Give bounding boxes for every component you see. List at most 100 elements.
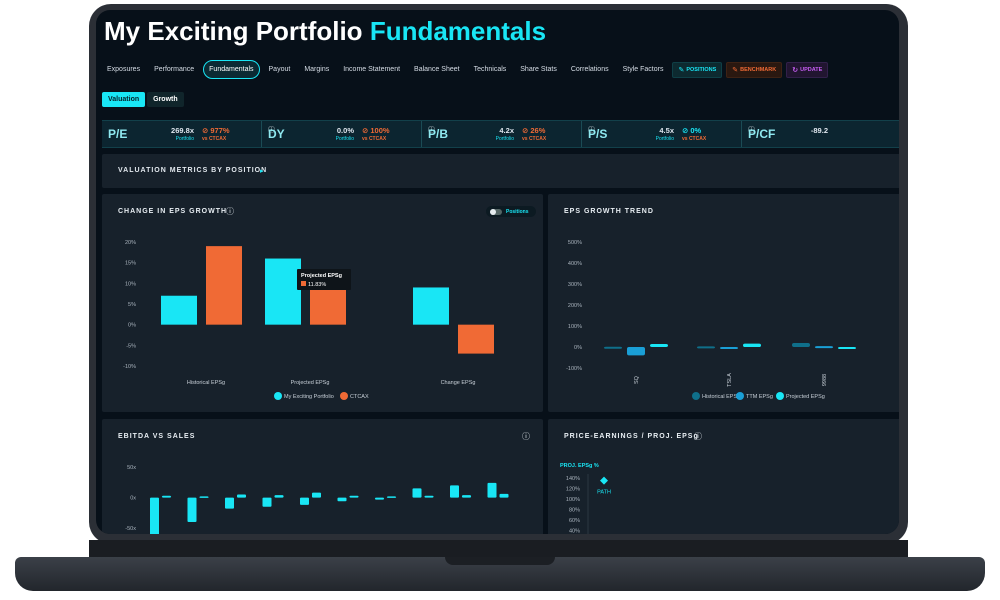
y-tick-label: 20% <box>125 240 136 246</box>
bar <box>412 488 422 498</box>
update-label: UPDATE <box>800 66 823 73</box>
metric-label: Portfolio <box>175 136 194 142</box>
x-tick-label: TSLA <box>727 373 733 387</box>
edit-icon: ✎ <box>732 66 739 74</box>
sub-tabs: Valuation Growth <box>102 92 184 107</box>
legend-label: TTM EPSg <box>746 394 773 400</box>
y-tick-label: 40% <box>569 529 580 535</box>
bar <box>387 496 396 498</box>
panel-pe: PRICE-EARNINGS / PROJ. EPSg ⓘ PROJ. EPSg… <box>548 419 899 534</box>
benchmark-button[interactable]: ✎ BENCHMARK <box>726 61 783 78</box>
x-tick-label: Historical EPSg <box>187 380 225 386</box>
tab-performance[interactable]: Performance <box>154 66 195 73</box>
toggle-label: Positions <box>506 208 529 215</box>
positions-button[interactable]: ✎ POSITIONS <box>672 61 723 78</box>
section-title: VALUATION METRICS BY POSITION <box>118 167 268 174</box>
info-icon[interactable]: ⓘ <box>694 432 702 441</box>
metric-change-value: 26% <box>530 126 546 135</box>
metrics-strip: P/E 269.8x Portfolio ⊘ 977% vs CTCAX ⓘ D… <box>102 120 899 148</box>
eps-change-chart: 20% 15% 10% 5% 0% -5% -10% Historical EPSg Proje… <box>123 240 494 400</box>
info-icon[interactable]: ⓘ <box>588 127 595 134</box>
subtab-growth[interactable]: Growth <box>147 92 184 107</box>
metric-value: 269.8x <box>171 126 194 135</box>
bar <box>838 347 856 349</box>
panel-title: PRICE-EARNINGS / PROJ. EPSg <box>564 433 699 440</box>
y-tick-label: 5% <box>128 302 136 308</box>
x-tick-label: 9988 <box>822 374 828 386</box>
valuation-metrics-section[interactable]: VALUATION METRICS BY POSITION ▸ <box>102 154 899 188</box>
info-icon[interactable]: ⓘ <box>748 127 755 134</box>
metric-change-value: 100% <box>370 126 390 135</box>
metric-vs: vs CTCAX <box>682 136 707 142</box>
info-icon[interactable]: ⓘ <box>522 432 530 441</box>
app-screen: My Exciting Portfolio Fundamentals Expos… <box>96 10 899 534</box>
tab-fundamentals[interactable]: Fundamentals <box>203 60 260 79</box>
tab-share-stats[interactable]: Share Stats <box>520 66 557 73</box>
main-tabs: Exposures Performance Fundamentals Payou… <box>102 60 832 79</box>
tooltip-title: Projected EPSg <box>301 273 342 279</box>
benchmark-label: BENCHMARK <box>740 66 777 73</box>
y-tick-label: 0x <box>130 496 136 502</box>
bar <box>697 346 715 349</box>
y-tick-label: 200% <box>568 303 582 309</box>
metric-dy: DY 0.0% Portfolio ⊘ 100% vs CTCAX ⓘ <box>262 121 435 147</box>
title-accent: Fundamentals <box>369 16 547 46</box>
panel-title: CHANGE IN EPS GROWTH <box>118 208 228 215</box>
metric-value: 4.5x <box>659 126 674 135</box>
legend-marker <box>776 392 784 400</box>
tab-technicals[interactable]: Technicals <box>473 66 507 73</box>
bar <box>265 258 301 325</box>
refresh-icon: ↻ <box>792 66 799 74</box>
metric-change: ⊘ 100% <box>362 126 390 135</box>
tab-margins[interactable]: Margins <box>304 66 330 73</box>
tab-style-factors[interactable]: Style Factors <box>622 66 664 73</box>
metric-name: P/E <box>108 127 128 141</box>
panel-title: EPS GROWTH TREND <box>564 208 654 215</box>
metric-vs: vs CTCAX <box>522 136 547 142</box>
laptop-notch <box>445 557 555 565</box>
info-icon[interactable]: ⓘ <box>428 127 435 134</box>
metric-name: P/B <box>428 127 449 141</box>
y-tick-label: -50x <box>125 526 136 532</box>
bar <box>792 343 810 347</box>
bar <box>225 497 234 509</box>
tab-correlations[interactable]: Correlations <box>570 66 609 73</box>
y-tick-label: 400% <box>568 261 582 267</box>
panel-title: EBITDA VS SALES <box>118 433 196 440</box>
bar <box>458 324 494 354</box>
positions-label: POSITIONS <box>686 66 717 73</box>
bar <box>300 497 309 505</box>
info-icon[interactable]: ⓘ <box>226 207 234 216</box>
tab-balance-sheet[interactable]: Balance Sheet <box>414 66 460 73</box>
legend-marker <box>274 392 282 400</box>
metric-change-value: 977% <box>210 126 230 135</box>
metric-label: Portfolio <box>335 136 354 142</box>
positions-toggle[interactable]: Positions <box>486 206 536 217</box>
metric-change: ⊘ 0% <box>682 126 702 135</box>
bar <box>413 287 449 325</box>
y-tick-label: -100% <box>566 366 582 372</box>
tooltip-swatch <box>301 281 306 286</box>
tab-exposures[interactable]: Exposures <box>107 66 141 73</box>
bar <box>161 295 197 325</box>
update-button[interactable]: ↻ UPDATE <box>786 61 829 78</box>
bar <box>262 497 272 507</box>
info-icon[interactable]: ⓘ <box>268 127 275 134</box>
subtab-valuation[interactable]: Valuation <box>102 92 146 107</box>
y-tick-label: 15% <box>125 261 136 267</box>
scatter-point <box>600 476 608 485</box>
bar <box>650 344 668 347</box>
legend-label: Projected EPSg <box>786 394 825 400</box>
metric-name: DY <box>268 127 285 141</box>
y-tick-label: 0% <box>128 323 136 329</box>
y-tick-label: 10% <box>125 281 136 287</box>
bar <box>162 495 171 498</box>
tab-payout[interactable]: Payout <box>268 66 291 73</box>
bar <box>337 497 347 502</box>
bar <box>375 497 384 500</box>
y-tick-label: 300% <box>568 282 582 288</box>
expand-arrow-icon[interactable]: ▸ <box>260 168 265 175</box>
tab-income-statement[interactable]: Income Statement <box>343 66 401 73</box>
